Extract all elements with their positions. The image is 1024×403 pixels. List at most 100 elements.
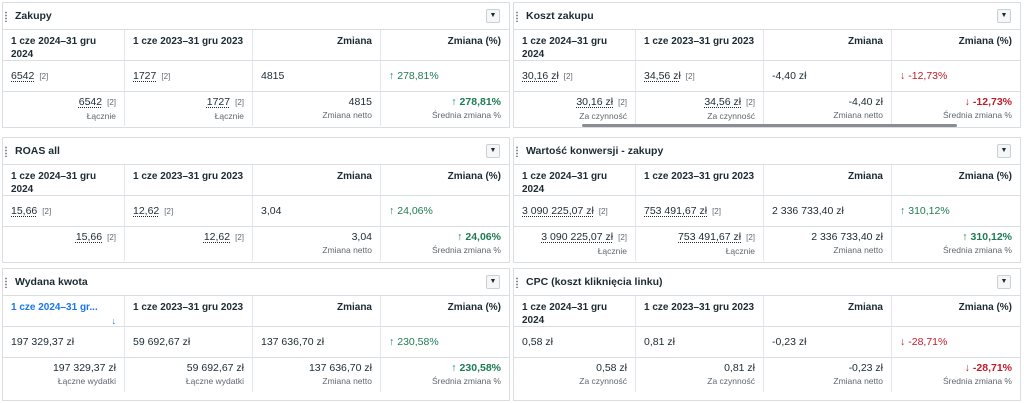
value-current[interactable]: 6542	[11, 70, 35, 82]
panel-title: ROAS all	[15, 145, 60, 157]
total-current[interactable]: 30,16 zł	[576, 96, 614, 108]
panel-title: Koszt zakupu	[526, 10, 594, 22]
total-label: Średnia zmiana %	[432, 245, 501, 255]
total-label: Zmiana netto	[322, 245, 372, 255]
total-label: Średnia zmiana %	[943, 110, 1012, 120]
table-row: 30,16 zł [2] 34,56 zł [2] -4,40 zł ↓ -12,73…	[514, 61, 1020, 92]
column-header-change[interactable]: Zmiana	[253, 30, 381, 61]
panel-wydana-kwota: Wydana kwota ▼ 1 cze 2024–31 gr... ↓ 1 cz…	[2, 268, 510, 401]
value-previous[interactable]: 12,62	[133, 205, 160, 217]
sort-down-icon[interactable]: ↓	[111, 316, 117, 326]
column-header-current[interactable]: 1 cze 2024–31 gru 2024	[514, 296, 636, 327]
column-header-change-pct[interactable]: Zmiana (%)	[381, 30, 509, 61]
chevron-down-icon[interactable]: ▼	[486, 275, 500, 289]
total-previous[interactable]: 1727	[206, 96, 231, 108]
total-current[interactable]: 6542	[78, 96, 103, 108]
total-change-pct: 24,06%	[465, 231, 501, 243]
total-change: 4815	[348, 96, 372, 108]
panel-roas-all: ROAS all ▼ 1 cze 2024–31 gru 2024 1 cze …	[2, 137, 510, 263]
column-header-change[interactable]: Zmiana	[764, 30, 892, 61]
value-previous[interactable]: 1727	[133, 70, 157, 82]
chevron-down-icon[interactable]: ▼	[997, 9, 1011, 23]
column-header-current-label[interactable]: 1 cze 2024–31 gr...	[11, 302, 98, 313]
column-header-current[interactable]: 1 cze 2024–31 gru 2024	[3, 165, 125, 196]
value-current[interactable]: 3 090 225,07 zł	[522, 205, 594, 217]
column-header-change[interactable]: Zmiana	[253, 165, 381, 196]
column-header-change-pct[interactable]: Zmiana (%)	[381, 165, 509, 196]
column-header-previous[interactable]: 1 cze 2023–31 gru 2023	[636, 296, 764, 327]
column-header-current[interactable]: 1 cze 2024–31 gru 2024	[514, 165, 636, 196]
column-header-previous[interactable]: 1 cze 2023–31 gru 2023	[125, 165, 253, 196]
total-label: Średnia zmiana %	[943, 245, 1012, 255]
column-header-current[interactable]: 1 cze 2024–31 gru 2024	[3, 30, 125, 61]
total-label: Za czynność	[707, 111, 755, 121]
chevron-down-icon[interactable]: ▼	[486, 144, 500, 158]
arrow-up-icon: ↑	[389, 336, 395, 348]
column-header-previous[interactable]: 1 cze 2023–31 gru 2023	[125, 296, 253, 327]
column-header-current[interactable]: 1 cze 2024–31 gru 2024	[514, 30, 636, 61]
badge: [2]	[598, 206, 608, 216]
total-current: 197 329,37 zł	[52, 362, 116, 374]
totals-row: 197 329,37 zł Łączne wydatki 59 692,67 zł…	[3, 358, 509, 392]
panel-koszt-zakupu: Koszt zakupu ▼ 1 cze 2024–31 gru 2024 1 …	[513, 2, 1021, 128]
column-header-change[interactable]: Zmiana	[764, 296, 892, 327]
panel-header: CPC (koszt kliknięcia linku) ▼	[514, 269, 1020, 296]
column-header-current[interactable]: 1 cze 2024–31 gr... ↓	[3, 296, 125, 327]
arrow-down-icon: ↓	[964, 362, 970, 374]
drag-handle-icon[interactable]	[516, 146, 518, 157]
drag-handle-icon[interactable]	[5, 277, 7, 288]
chevron-down-icon[interactable]: ▼	[997, 144, 1011, 158]
drag-handle-icon[interactable]	[5, 146, 7, 157]
table-row: 0,58 zł 0,81 zł -0,23 zł ↓ -28,71%	[514, 327, 1020, 358]
drag-handle-icon[interactable]	[5, 11, 7, 22]
badge: [2]	[685, 71, 695, 81]
column-header-change-pct[interactable]: Zmiana (%)	[892, 296, 1020, 327]
chevron-down-icon[interactable]: ▼	[486, 9, 500, 23]
column-header-change[interactable]: Zmiana	[253, 296, 381, 327]
totals-row: 0,58 zł Za czynność 0,81 zł Za czynność -0…	[514, 358, 1020, 392]
drag-handle-icon[interactable]	[516, 277, 518, 288]
badge: [2]	[235, 98, 244, 107]
value-previous[interactable]: 34,56 zł	[644, 70, 681, 82]
column-header-change-pct[interactable]: Zmiana (%)	[892, 165, 1020, 196]
column-header-previous[interactable]: 1 cze 2023–31 gru 2023	[125, 30, 253, 61]
column-header-change-pct[interactable]: Zmiana (%)	[892, 30, 1020, 61]
panel-header: Zakupy ▼	[3, 3, 509, 30]
value-current[interactable]: 15,66	[11, 205, 38, 217]
panel-wartosc-konwersji: Wartość konwersji - zakupy ▼ 1 cze 2024–…	[513, 137, 1021, 263]
column-header-change[interactable]: Zmiana	[764, 165, 892, 196]
value-current[interactable]: 30,16 zł	[522, 70, 559, 82]
total-current[interactable]: 15,66	[75, 231, 103, 243]
badge: [2]	[618, 233, 627, 242]
total-label: Łączne wydatki	[185, 376, 244, 386]
value-current: 0,58 zł	[522, 336, 553, 348]
total-change: -4,40 zł	[848, 96, 883, 108]
totals-row: 6542 [2] Łącznie 1727 [2] Łącznie 4815 Zmiana…	[3, 92, 509, 126]
value-previous: 0,81 zł	[644, 336, 675, 348]
total-current[interactable]: 3 090 225,07 zł	[541, 231, 614, 243]
arrow-up-icon: ↑	[451, 96, 457, 108]
panel-header: Wydana kwota ▼	[3, 269, 509, 296]
horizontal-scrollbar[interactable]	[582, 124, 957, 127]
chevron-down-icon[interactable]: ▼	[997, 275, 1011, 289]
total-previous[interactable]: 12,62	[203, 231, 231, 243]
value-change: -4,40 zł	[772, 70, 807, 82]
badge: [2]	[164, 206, 174, 216]
value-previous: 59 692,67 zł	[133, 336, 191, 348]
value-change-pct: -12,73%	[908, 70, 948, 82]
value-change: 4815	[261, 70, 285, 82]
total-previous[interactable]: 753 491,67 zł	[678, 231, 742, 243]
arrow-up-icon: ↑	[457, 231, 463, 243]
arrow-up-icon: ↑	[900, 205, 906, 217]
totals-row: 30,16 zł [2] Za czynność 34,56 zł [2] Za czy…	[514, 92, 1020, 126]
total-change-pct: 230,58%	[459, 362, 501, 374]
table-row: 6542 [2] 1727 [2] 4815 ↑ 278,81%	[3, 61, 509, 92]
column-header-previous[interactable]: 1 cze 2023–31 gru 2023	[636, 30, 764, 61]
column-header-change-pct[interactable]: Zmiana (%)	[381, 296, 509, 327]
total-label: Zmiana netto	[833, 376, 883, 386]
drag-handle-icon[interactable]	[516, 11, 518, 22]
column-header-previous[interactable]: 1 cze 2023–31 gru 2023	[636, 165, 764, 196]
total-previous[interactable]: 34,56 zł	[704, 96, 742, 108]
value-previous[interactable]: 753 491,67 zł	[644, 205, 708, 217]
panel-header: Wartość konwersji - zakupy ▼	[514, 138, 1020, 165]
